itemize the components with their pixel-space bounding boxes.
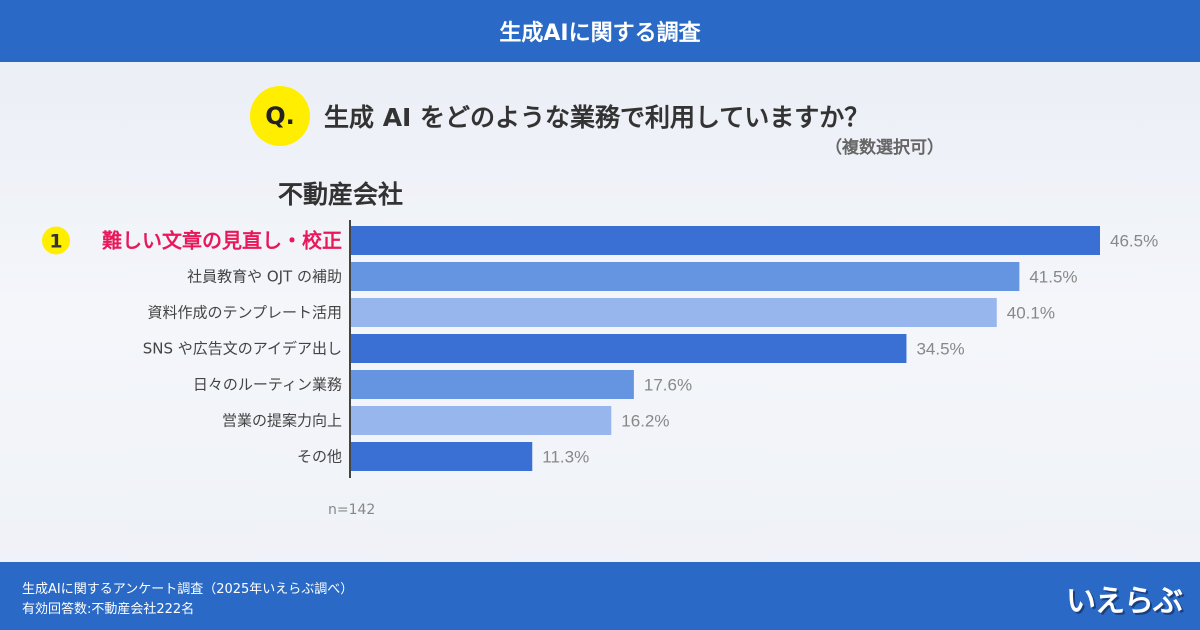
header-bar: 生成AIに関する調査 — [0, 0, 1200, 62]
bar — [350, 442, 533, 471]
value-label: 46.5% — [1110, 232, 1158, 251]
footer-source: 生成AIに関するアンケート調査（2025年いえらぶ調べ） — [22, 582, 354, 597]
category-label: SNS や広告文のアイデア出し — [143, 340, 342, 358]
footer: 生成AIに関するアンケート調査（2025年いえらぶ調べ） 有効回答数:不動産会社… — [0, 562, 1200, 630]
bar — [350, 298, 997, 327]
rank-badge — [42, 226, 70, 255]
question: Q. 生成 AI をどのような業務で利用していますか？ — [250, 86, 869, 146]
value-label: 11.3% — [542, 448, 589, 467]
bar — [350, 226, 1100, 255]
footer-respondents: 有効回答数:不動産会社222名 — [22, 602, 195, 617]
value-label: 17.6% — [644, 376, 692, 395]
chart-title: 不動産会社 — [278, 180, 404, 209]
question-text: 生成 AI をどのような業務で利用していますか？ — [324, 103, 870, 132]
ielove-logo: いえらぶ — [1066, 584, 1183, 619]
category-label: 日々のルーティン業務 — [193, 376, 342, 394]
bar — [350, 370, 634, 399]
bar — [350, 406, 612, 435]
category-label: 資料作成のテンプレート活用 — [147, 304, 342, 322]
category-label: その他 — [297, 448, 342, 466]
category-label: 難しい文章の見直し・校正 — [102, 229, 342, 253]
value-label: 41.5% — [1029, 268, 1077, 287]
rank-number: 1 — [49, 231, 62, 253]
bar — [350, 334, 907, 363]
bar — [350, 262, 1020, 291]
value-label: 34.5% — [916, 340, 964, 359]
value-label: 40.1% — [1007, 304, 1055, 323]
header-title: 生成AIに関する調査 — [499, 21, 701, 46]
value-label: 16.2% — [621, 412, 669, 431]
question-note: （複数選択可） — [825, 138, 944, 158]
category-label: 社員教育や OJT の補助 — [187, 268, 342, 286]
question-badge: Q. — [250, 86, 310, 146]
category-label: 営業の提案力向上 — [222, 412, 342, 430]
sample-size: n=142 — [328, 502, 376, 518]
